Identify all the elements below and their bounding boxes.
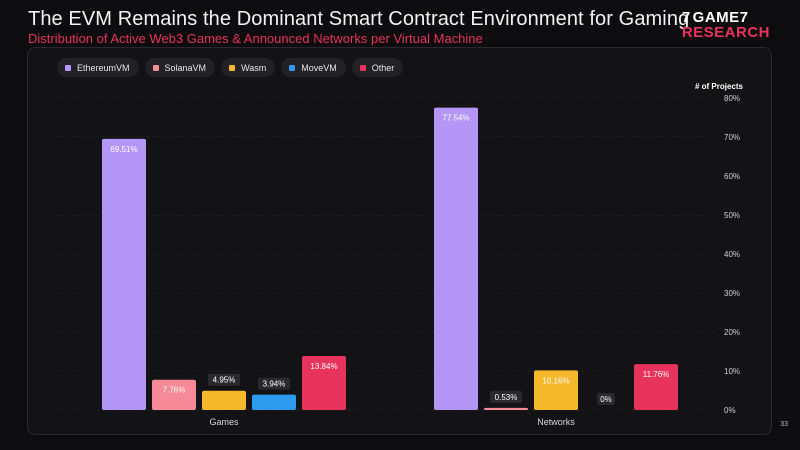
bar: [102, 138, 146, 410]
data-label: 0%: [600, 395, 612, 404]
legend-item: Other: [351, 58, 404, 77]
bar: [534, 370, 578, 410]
data-label-bg: [208, 373, 240, 386]
data-label: 10.16%: [542, 376, 569, 385]
data-label: 3.94%: [263, 380, 286, 389]
y-axis-label: # of Projects: [695, 82, 744, 91]
x-category-label: Networks: [537, 417, 575, 427]
legend-label: Other: [371, 62, 395, 73]
y-tick-label: 50%: [724, 211, 740, 220]
legend-swatch: [229, 64, 236, 71]
y-tick-label: 20%: [724, 328, 740, 337]
legend-item: MoveVM: [281, 58, 346, 77]
game7-mark-icon: 7: [681, 9, 691, 26]
logo-bottom-text: RESEARCH: [681, 24, 770, 41]
y-tick-label: 30%: [724, 289, 740, 298]
bar: [484, 407, 528, 410]
y-tick-label: 80%: [724, 94, 740, 103]
data-label: 69.51%: [110, 145, 137, 154]
data-label: 7.76%: [163, 386, 186, 395]
y-tick-label: 10%: [724, 367, 740, 376]
data-label: 11.76%: [643, 370, 670, 379]
legend-label: EthereumVM: [77, 62, 130, 73]
bar: [434, 107, 478, 411]
y-tick-label: 70%: [724, 133, 740, 142]
slide-title: The EVM Remains the Dominant Smart Contr…: [28, 8, 690, 30]
data-label-bg: [258, 377, 290, 390]
legend-swatch: [289, 64, 296, 71]
bar: [152, 379, 196, 410]
legend-label: SolanaVM: [164, 62, 207, 73]
logo-top-text: GAME7: [692, 9, 749, 26]
legend-label: MoveVM: [301, 62, 337, 73]
legend-swatch: [152, 64, 159, 71]
data-label: 77.54%: [442, 114, 469, 123]
y-tick-label: 0%: [724, 406, 736, 415]
x-category-label: Games: [209, 417, 239, 427]
page-number: 33: [780, 421, 788, 428]
game7-research-logo: 7 GAME7 RESEARCH: [682, 10, 770, 40]
legend-item: EthereumVM: [57, 58, 139, 77]
data-label: 0.53%: [495, 393, 518, 402]
data-label: 13.84%: [310, 362, 337, 371]
bar: [252, 394, 296, 410]
legend-item: SolanaVM: [144, 58, 216, 77]
data-label-bg: [597, 393, 615, 405]
data-label: 4.95%: [213, 376, 236, 385]
slide-subtitle: Distribution of Active Web3 Games & Anno…: [28, 31, 483, 46]
y-tick-label: 40%: [724, 250, 740, 259]
legend-swatch: [65, 64, 71, 71]
legend-swatch: [359, 64, 366, 71]
bar: [302, 356, 346, 410]
bar: [634, 364, 678, 410]
legend-item: Wasm: [221, 58, 276, 77]
chart-legend: EthereumVM SolanaVM Wasm MoveVM Other: [57, 58, 404, 77]
legend-label: Wasm: [241, 62, 267, 73]
y-tick-label: 60%: [724, 172, 740, 181]
bar: [202, 390, 246, 410]
data-label-bg: [490, 390, 522, 403]
